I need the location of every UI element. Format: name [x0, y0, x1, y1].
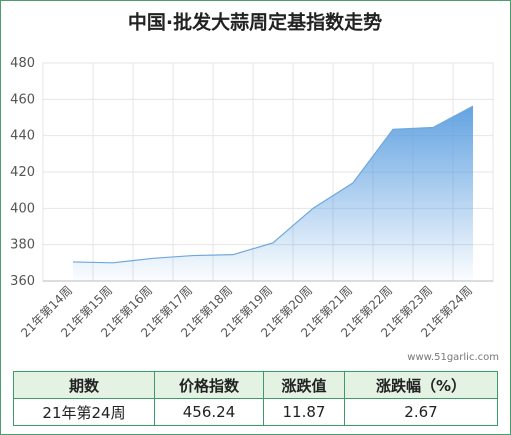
table-row: 21年第24周 456.24 11.87 2.67	[13, 398, 498, 426]
watermark: www.51garlic.com	[407, 352, 499, 363]
header-cell: 价格指数	[154, 371, 264, 399]
chart-title: 中国·批发大蒜周定基指数走势	[128, 11, 382, 34]
header-cell: 涨跌值	[263, 371, 345, 399]
cell: 456.24	[154, 398, 264, 426]
y-tick-label: 420	[10, 165, 35, 180]
y-tick-label: 380	[10, 238, 35, 253]
cell: 2.67	[344, 398, 498, 426]
header-cell: 涨跌幅（%）	[344, 371, 498, 399]
summary-table: 期数 价格指数 涨跌值 涨跌幅（%） 21年第24周 456.24 11.87 …	[13, 371, 498, 426]
line	[72, 105, 474, 264]
table-header: 期数 价格指数 涨跌值 涨跌幅（%）	[13, 371, 498, 399]
y-tick-label: 480	[10, 56, 35, 71]
chart: 中国·批发大蒜周定基指数走势 www.51garlic.com 360 380 40…	[10, 11, 499, 364]
area	[73, 106, 473, 281]
header-cell: 期数	[13, 371, 155, 399]
y-tick-label: 360	[10, 274, 35, 289]
cell: 21年第24周	[13, 398, 155, 426]
y-tick-label: 440	[10, 129, 35, 144]
y-tick-label: 400	[10, 201, 35, 216]
y-tick-label: 460	[10, 92, 35, 107]
cell: 11.87	[263, 398, 345, 426]
